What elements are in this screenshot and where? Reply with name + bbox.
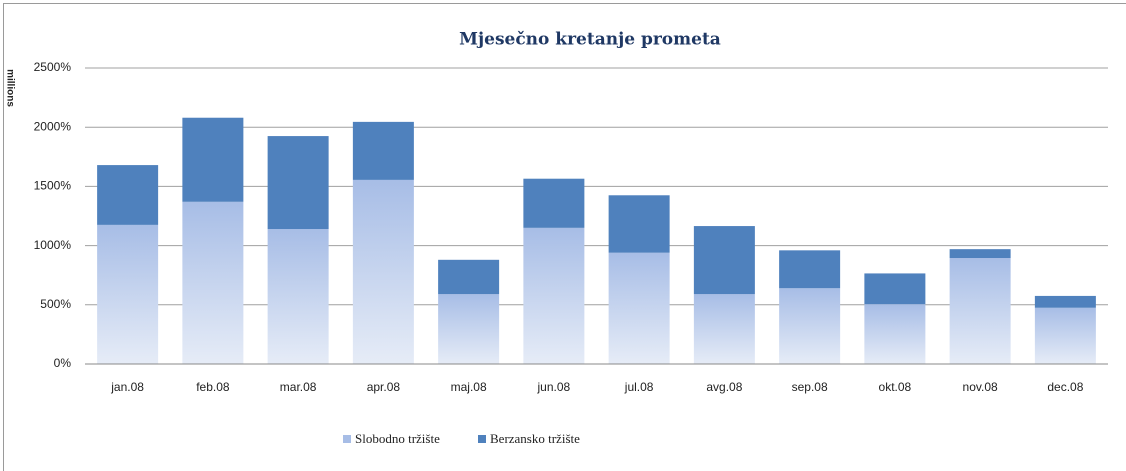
x-tick-label: jan.08	[110, 380, 144, 394]
chart-title: Mjesečno kretanje prometa	[459, 30, 721, 50]
bar	[523, 227, 585, 364]
bar	[693, 226, 755, 295]
bar	[97, 224, 159, 364]
y-tick-label: 500%	[40, 297, 71, 311]
y-axis-label: millions	[4, 69, 15, 107]
legend-label: Berzansko tržište	[490, 431, 580, 446]
bar	[97, 165, 159, 225]
bar	[864, 273, 926, 305]
x-tick-label: apr.08	[367, 380, 401, 394]
bar	[1034, 295, 1096, 308]
bar	[608, 195, 670, 253]
bar	[608, 252, 670, 364]
bar	[267, 229, 329, 364]
bar	[438, 294, 500, 364]
bar	[949, 249, 1011, 259]
x-tick-label: feb.08	[196, 380, 230, 394]
x-tick-label: mar.08	[280, 380, 317, 394]
x-tick-label: avg.08	[706, 380, 742, 394]
legend-marker	[478, 435, 486, 443]
bar	[523, 178, 585, 228]
x-tick-label: sep.08	[792, 380, 828, 394]
bar	[864, 304, 926, 364]
y-tick-label: 1500%	[34, 179, 72, 193]
bar	[779, 288, 841, 364]
legend-marker	[343, 435, 351, 443]
bar	[182, 201, 244, 364]
legend-label: Slobodno tržište	[355, 431, 440, 446]
y-tick-label: 2500%	[34, 60, 72, 74]
bar	[779, 250, 841, 289]
bar	[352, 179, 414, 364]
x-tick-label: jul.08	[624, 380, 654, 394]
y-tick-label: 2000%	[34, 119, 72, 133]
x-tick-label: jun.08	[537, 380, 571, 394]
bar	[352, 121, 414, 180]
x-tick-label: nov.08	[963, 380, 998, 394]
x-tick-label: okt.08	[879, 380, 912, 394]
bar	[1034, 307, 1096, 364]
x-tick-label: maj.08	[451, 380, 487, 394]
x-tick-label: dec.08	[1047, 380, 1083, 394]
bar	[438, 259, 500, 295]
bar	[182, 117, 244, 202]
y-tick-label: 1000%	[34, 238, 72, 252]
bar	[949, 258, 1011, 364]
bar	[693, 294, 755, 364]
y-tick-label: 0%	[54, 356, 72, 370]
bar	[267, 136, 329, 230]
